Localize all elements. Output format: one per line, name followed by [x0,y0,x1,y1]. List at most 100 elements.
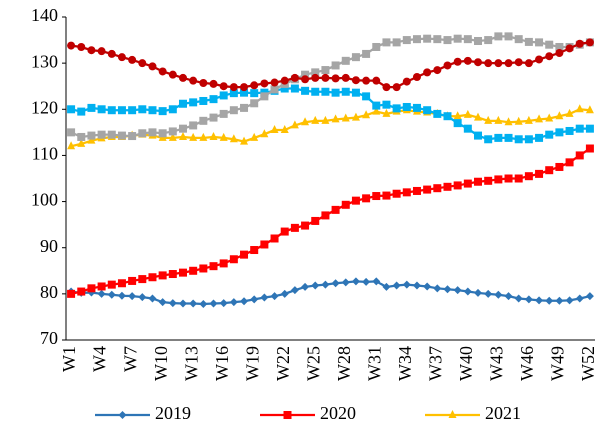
marker [331,88,340,97]
marker [433,109,442,118]
marker [283,411,292,419]
marker [443,112,452,121]
x-tick-label: W10 [151,346,171,381]
marker [301,75,310,84]
marker [97,282,106,291]
marker [341,200,350,209]
x-tick-label: W40 [456,346,476,381]
marker [575,39,584,48]
marker [128,132,137,141]
marker [301,117,310,126]
marker [311,68,320,77]
marker [219,91,228,100]
marker [250,132,259,141]
marker [433,184,442,193]
marker [545,166,554,175]
marker [87,46,96,55]
marker [524,115,533,124]
marker [270,85,279,94]
marker [392,104,401,113]
marker [87,103,96,112]
marker [412,281,421,290]
marker [270,125,279,134]
marker [402,102,411,111]
marker [494,175,503,184]
marker [311,115,320,124]
marker [331,74,340,83]
marker [321,115,330,124]
marker [67,105,76,114]
marker [97,47,106,56]
marker [443,36,452,45]
marker [158,107,167,116]
marker [148,128,157,137]
marker [433,66,442,75]
marker [107,280,116,289]
marker [199,116,208,125]
marker [148,294,157,303]
marker [321,73,330,82]
marker [301,221,310,230]
marker [270,234,279,243]
marker [117,279,126,288]
marker [97,105,106,114]
marker [504,117,513,126]
x-tick-label: W46 [517,346,537,381]
marker [117,53,126,62]
marker [362,194,371,203]
marker [453,34,462,43]
marker [128,292,137,301]
marker [443,285,452,294]
marker [77,287,86,296]
x-tick-label: W7 [120,346,140,372]
marker [260,293,269,302]
marker [433,35,442,44]
marker [290,223,299,232]
marker [494,59,503,68]
marker [117,291,126,300]
marker [514,135,523,144]
marker [382,38,391,47]
marker [372,106,381,115]
series-line [70,41,591,89]
series-line [70,280,591,306]
marker [351,196,360,205]
marker [524,37,533,46]
marker [138,275,147,284]
marker [178,268,187,277]
marker [341,113,350,122]
x-tick-label: W1 [59,346,79,372]
marker [392,38,401,47]
marker [117,131,126,140]
marker [148,62,157,71]
marker [555,162,564,171]
marker [77,42,86,51]
marker [545,113,554,122]
marker [301,70,310,79]
marker [97,130,106,139]
marker [301,282,310,291]
legend-item: 2019 [95,403,191,423]
marker [504,292,513,301]
marker [412,72,421,81]
marker [351,112,360,121]
marker [585,105,594,114]
marker [484,135,493,144]
marker [341,278,350,287]
marker [270,292,279,301]
marker [494,290,503,299]
marker [219,259,228,268]
marker [311,73,320,82]
marker [453,111,462,120]
marker [585,144,594,153]
marker [474,131,483,140]
marker [504,133,513,142]
marker [535,114,544,123]
series-line [70,108,591,148]
marker [168,299,177,308]
marker [311,281,320,290]
y-tick-label: 130 [31,51,58,71]
marker [240,103,249,112]
marker [209,131,218,140]
marker [199,132,208,141]
